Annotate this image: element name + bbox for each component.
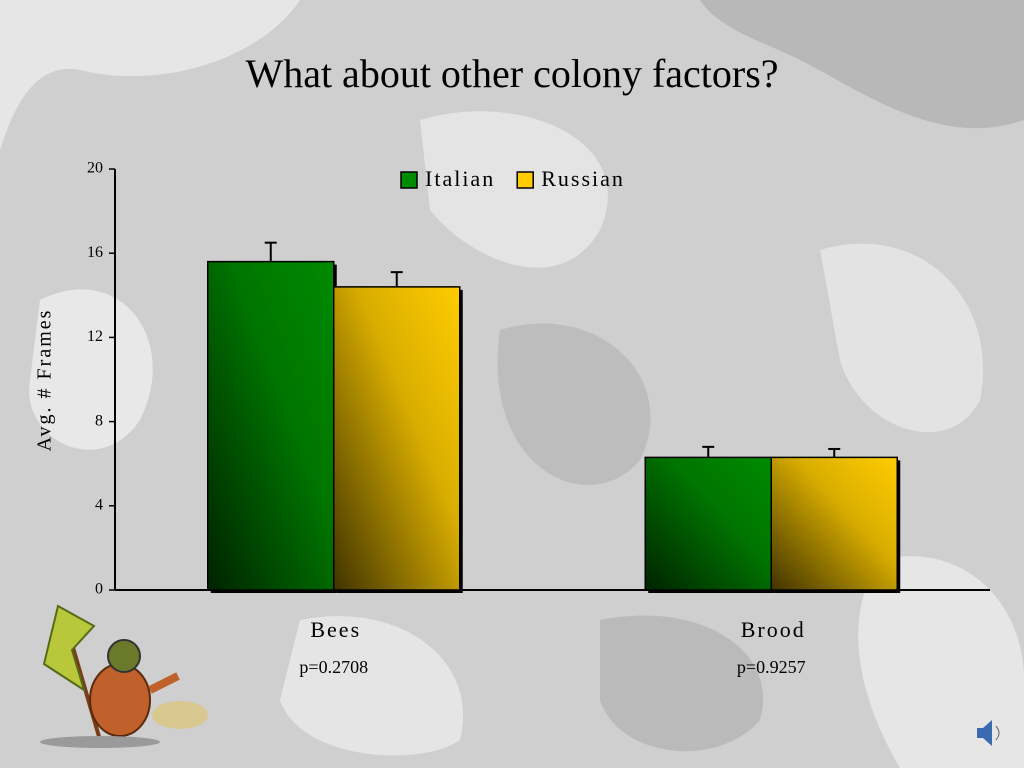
y-tick-label: 4 [95, 496, 103, 513]
slide-title: What about other colony factors? [245, 51, 778, 96]
y-tick-label: 8 [95, 412, 103, 429]
bar-shade [207, 261, 334, 590]
bar-shade [645, 457, 772, 590]
legend-swatch [516, 171, 534, 189]
annotation: p=0.9257 [737, 657, 806, 677]
legend-swatch [400, 171, 418, 189]
bar-shade [771, 457, 898, 590]
legend: Italian Russian [400, 166, 625, 191]
mascot [40, 604, 208, 748]
y-tick-label: 12 [87, 328, 103, 345]
speaker-icon[interactable] [977, 720, 1000, 746]
bar-shade [333, 286, 460, 590]
legend-label: Italian [425, 166, 495, 191]
y-axis-label: Avg. # Frames [34, 309, 56, 452]
plot: 0 4 8 12 16 20 Bees p=0.2708 Brood p=0.9257 Italia… [87, 160, 990, 677]
annotation: p=0.2708 [299, 657, 368, 677]
y-tick-label: 16 [87, 244, 103, 261]
y-tick-label: 0 [95, 581, 103, 598]
legend-label: Russian [541, 166, 625, 191]
x-tick-label: Brood [741, 617, 806, 642]
x-tick-label: Bees [310, 617, 361, 642]
y-tick-label: 20 [87, 160, 103, 177]
